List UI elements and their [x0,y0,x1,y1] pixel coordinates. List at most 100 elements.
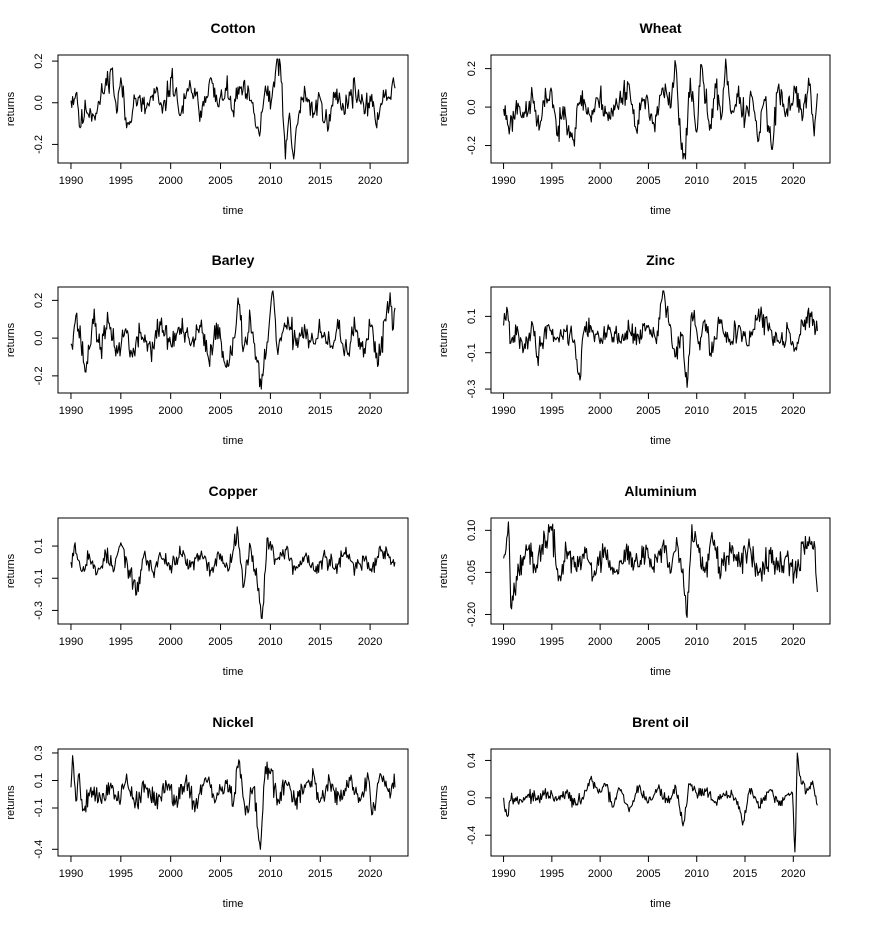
y-tick-label: -0.4 [466,826,478,845]
x-tick-label: 2015 [733,405,757,417]
y-tick-label: 0.10 [466,520,478,541]
x-tick-label: 2005 [636,636,660,648]
chart-title: Barley [212,252,255,268]
x-tick-label: 1990 [491,175,515,187]
x-tick-label: 2000 [158,175,182,187]
x-tick-label: 1995 [540,175,564,187]
x-axis-label: time [650,435,671,447]
plot-frame [490,517,831,625]
y-tick-label: -0.4 [33,840,45,859]
y-axis-label: returns [438,91,450,126]
y-tick-label: 0.4 [466,753,478,768]
x-tick-label: 1995 [109,868,133,880]
x-tick-label: 2015 [733,636,757,648]
y-axis-label: returns [438,322,450,357]
panel-aluminium: Aluminium 1990 1995 2000 2005 2010 2015 2020 -0.… [438,483,831,678]
x-tick-label: 2005 [636,868,660,880]
x-tick-label: 1995 [540,405,564,417]
y-tick-label: -0.1 [33,799,45,818]
x-axis-label: time [223,205,244,217]
x-tick-label: 2020 [781,175,805,187]
x-axis-label: time [223,435,244,447]
chart-title: Copper [209,483,259,499]
plot-frame [57,517,409,625]
x-tick-label: 2015 [733,175,757,187]
y-axis-label: returns [438,553,450,588]
x-tick-label: 2010 [258,175,282,187]
y-tick-label: -0.1 [33,569,45,588]
y-axis-label: returns [5,553,17,588]
y-tick-label: 0.1 [466,309,478,324]
y-tick-label: -0.2 [466,136,478,155]
x-tick-label: 1995 [540,868,564,880]
x-tick-label: 2010 [258,405,282,417]
chart-title: Brent oil [632,714,689,730]
y-axis-label: returns [5,322,17,357]
x-tick-label: 2010 [684,175,708,187]
y-tick-label: 0.3 [33,745,45,760]
y-tick-label: 0.0 [466,99,478,114]
y-tick-label: 0.0 [33,95,45,110]
series-line-aluminium [503,521,818,618]
x-tick-label: 2010 [684,636,708,648]
y-tick-label: 0.2 [33,53,45,68]
y-axis-label: returns [5,91,17,126]
x-tick-label: 2015 [308,636,332,648]
x-tick-label: 2005 [208,405,232,417]
panel-nickel: Nickel 1990 1995 2000 2005 2010 2015 2020 -0.4 -0… [5,714,409,910]
series-line-nickel [70,755,396,850]
y-tick-label: -0.20 [466,602,478,627]
series-line-cotton [70,58,396,160]
x-tick-label: 1990 [491,636,515,648]
x-axis-label: time [223,898,244,910]
x-tick-label: 2005 [636,405,660,417]
y-tick-label: -0.3 [466,380,478,399]
y-tick-label: 0.0 [33,330,45,345]
x-tick-label: 2020 [781,405,805,417]
x-tick-label: 2000 [588,175,612,187]
y-axis-label: returns [438,785,450,820]
y-tick-label: -0.2 [33,366,45,385]
x-axis-label: time [650,205,671,217]
panel-brent-oil: Brent oil 1990 1995 2000 2005 2010 2015 2020 -0.… [438,714,831,910]
y-tick-label: -0.3 [33,601,45,620]
series-line-wheat [503,58,818,160]
x-tick-label: 2015 [733,868,757,880]
x-tick-label: 2020 [358,868,382,880]
x-axis-label: time [223,666,244,678]
panel-cotton: Cotton 1990 1995 2000 2005 2010 2015 2020 -0.2 0.… [5,20,409,217]
panel-wheat: Wheat 1990 1995 2000 2005 2010 2015 2020 -0.2 0.0… [438,20,831,217]
x-tick-label: 2020 [358,175,382,187]
y-tick-label: -0.2 [33,135,45,154]
x-tick-label: 2005 [208,175,232,187]
x-tick-label: 2015 [308,175,332,187]
y-tick-label: 0.0 [466,790,478,805]
chart-title: Wheat [640,20,682,36]
y-tick-label: 0.1 [33,538,45,553]
chart-title: Aluminium [624,483,696,499]
series-line-brent-oil [503,752,818,853]
x-tick-label: 2005 [208,868,232,880]
x-axis-label: time [650,898,671,910]
x-tick-label: 2010 [684,868,708,880]
y-tick-label: 0.2 [466,61,478,76]
x-tick-label: 2000 [588,405,612,417]
chart-title: Zinc [646,252,675,268]
plot-frame [57,54,409,164]
x-tick-label: 1995 [109,636,133,648]
x-tick-label: 2020 [358,636,382,648]
x-tick-label: 2020 [358,405,382,417]
panel-barley: Barley 1990 1995 2000 2005 2010 2015 2020 -0.2 0.… [5,252,409,447]
x-tick-label: 1990 [59,636,83,648]
plot-frame [490,286,831,394]
y-tick-label: 0.1 [33,773,45,788]
y-tick-label: -0.05 [466,560,478,585]
series-line-barley [70,290,396,390]
y-axis-label: returns [5,785,17,820]
chart-title: Nickel [212,714,253,730]
x-tick-label: 2005 [208,636,232,648]
x-tick-label: 1995 [109,405,133,417]
x-tick-label: 2020 [781,636,805,648]
x-tick-label: 2015 [308,405,332,417]
